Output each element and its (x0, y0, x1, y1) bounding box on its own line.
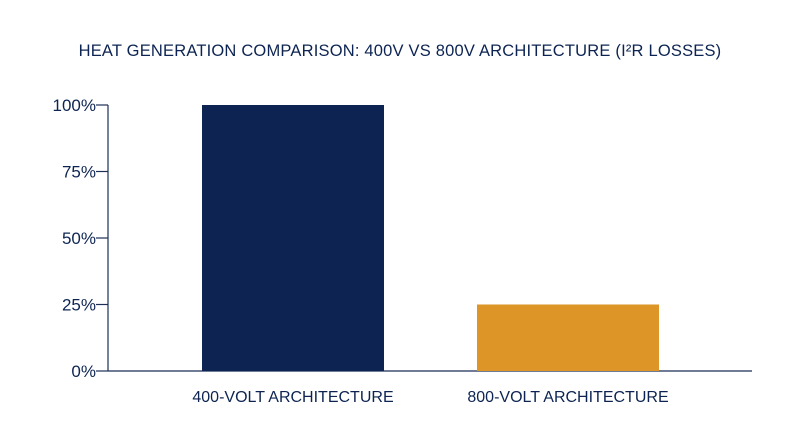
chart-title: HEAT GENERATION COMPARISON: 400V VS 800V… (79, 42, 722, 60)
y-axis-ticks: 0% 25% 50% 75% 100% (53, 96, 108, 381)
x-category-label: 400-VOLT ARCHITECTURE (192, 389, 393, 406)
y-tick-label: 50% (62, 229, 96, 248)
bar-400-volt (202, 105, 384, 371)
bar-800-volt (477, 304, 659, 371)
y-tick-label: 0% (71, 362, 96, 381)
x-category-label: 800-VOLT ARCHITECTURE (467, 389, 668, 406)
y-tick-label: 100% (53, 96, 96, 115)
bars-group (202, 105, 659, 371)
y-tick-label: 75% (62, 163, 96, 182)
x-axis-labels: 400-VOLT ARCHITECTURE 800-VOLT ARCHITECTU… (192, 389, 668, 406)
y-tick-label: 25% (62, 296, 96, 315)
